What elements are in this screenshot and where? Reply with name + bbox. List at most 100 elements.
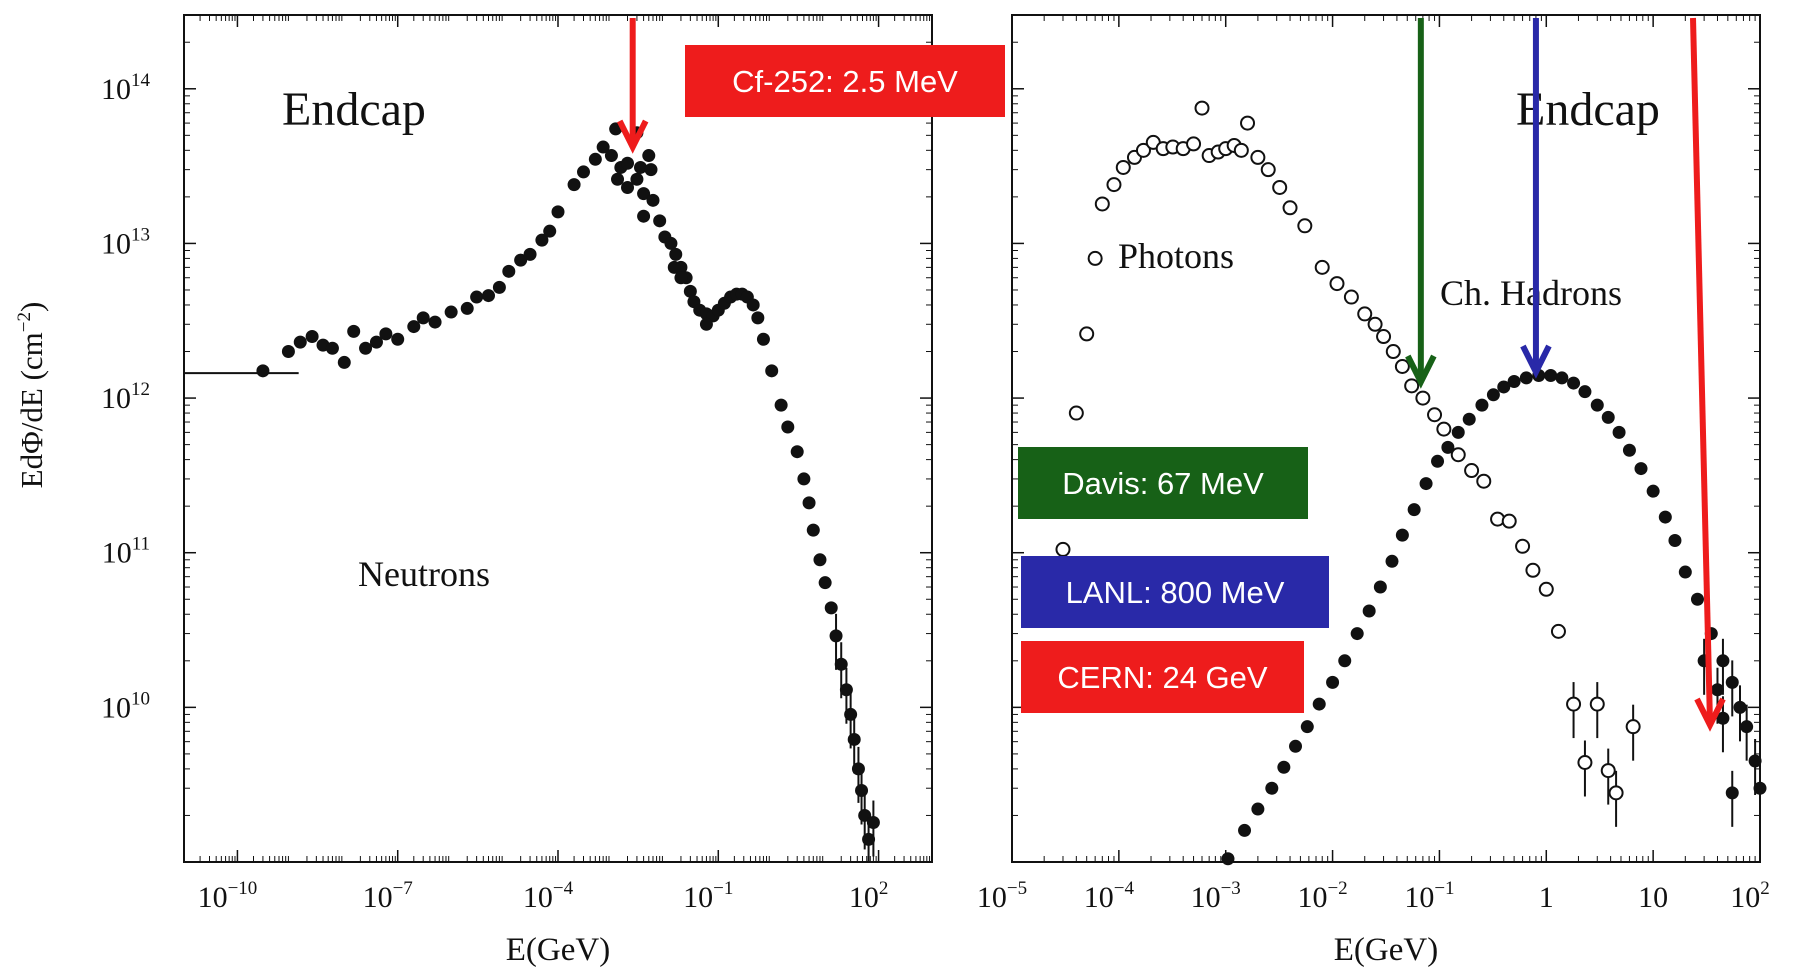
photon-data-point — [1089, 252, 1102, 265]
photon-data-point — [1552, 625, 1565, 638]
neutron-data-point — [830, 629, 843, 642]
beam-label-text: CERN: 24 GeV — [1057, 660, 1268, 695]
photon-data-point — [1117, 161, 1130, 174]
x-tick-label: 10−3 — [1191, 878, 1241, 914]
hadron-data-point — [1277, 761, 1290, 774]
photon-data-point — [1262, 163, 1275, 176]
x-tick-label: 10−2 — [1297, 878, 1347, 914]
hadron-data-point — [1754, 782, 1767, 795]
photon-data-point — [1503, 515, 1516, 528]
photon-data-point — [1540, 583, 1553, 596]
energy-arrow — [1693, 18, 1710, 723]
neutrons-label: Neutrons — [358, 554, 490, 594]
photon-data-point — [1405, 379, 1418, 392]
photon-data-point — [1316, 261, 1329, 274]
x-tick-label: 10−4 — [523, 878, 574, 914]
photon-data-point — [1610, 786, 1623, 799]
hadron-data-point — [1265, 782, 1278, 795]
photon-data-point — [1602, 764, 1615, 777]
neutron-data-point — [605, 149, 618, 162]
neutron-data-point — [825, 601, 838, 614]
y-axis-label: EdΦ/dE (cm−2) — [14, 302, 49, 489]
hadron-data-point — [1647, 485, 1660, 498]
photon-data-point — [1251, 151, 1264, 164]
photon-data-point — [1284, 201, 1297, 214]
hadron-data-point — [1544, 369, 1557, 382]
photons-label: Photons — [1118, 236, 1234, 276]
neutron-data-point — [429, 316, 442, 329]
hadron-data-point — [1749, 754, 1762, 767]
photon-data-point — [1516, 540, 1529, 553]
neutron-data-point — [379, 327, 392, 340]
neutron-data-point — [589, 153, 602, 166]
hadron-data-point — [1452, 426, 1465, 439]
hadron-data-point — [1238, 824, 1251, 837]
left-axis-ticks: 10−10 10−7 10−4 10−1 10210101011101210131014 — [101, 15, 932, 914]
photon-data-point — [1526, 564, 1539, 577]
hadron-data-point — [1711, 683, 1724, 696]
neutron-data-point — [338, 356, 351, 369]
neutron-data-point — [765, 364, 778, 377]
hadron-data-point — [1487, 388, 1500, 401]
neutron-data-point — [747, 298, 760, 311]
photon-hadron-spectrum-panel: 10−5 10−4 10−3 10−2 10−1 1 10 102 Endcap Photon… — [977, 15, 1770, 968]
neutron-data-point — [642, 149, 655, 162]
neutron-data-point — [791, 445, 804, 458]
hadron-data-point — [1520, 371, 1533, 384]
x-tick-label: 10 — [1638, 881, 1668, 914]
neutron-data-point — [282, 345, 295, 358]
neutron-data-point — [326, 342, 339, 355]
hadron-data-point — [1508, 375, 1521, 388]
left-plot-frame — [184, 15, 932, 862]
hadron-data-point — [1691, 593, 1704, 606]
neutron-data-point — [461, 302, 474, 315]
neutron-data-point — [848, 733, 861, 746]
x-tick-label: 10−1 — [683, 878, 733, 914]
photon-data-point — [1567, 698, 1580, 711]
left-panel-title: Endcap — [282, 83, 426, 136]
neutron-data-point — [757, 333, 770, 346]
neutron-spectrum-panel: 10−10 10−7 10−4 10−1 102 1010 1011 1012 1013 1014… — [101, 15, 1005, 968]
photon-data-point — [1387, 345, 1400, 358]
neutron-data-point — [306, 330, 319, 343]
photon-data-point — [1241, 117, 1254, 130]
photon-data-point — [1235, 144, 1248, 157]
photon-data-point — [1070, 407, 1083, 420]
hadron-data-point — [1363, 604, 1376, 617]
hadron-data-point — [1338, 654, 1351, 667]
hadron-data-point — [1740, 720, 1753, 733]
hadron-data-point — [1623, 444, 1636, 457]
neutron-data-point — [751, 311, 764, 324]
photon-data-point — [1273, 181, 1286, 194]
hadron-data-point — [1602, 411, 1615, 424]
photon-data-point — [1096, 197, 1109, 210]
neutron-data-point — [867, 816, 880, 829]
beam-label-text: LANL: 800 MeV — [1066, 575, 1285, 610]
photon-data-point — [1377, 330, 1390, 343]
hadron-data-point — [1221, 852, 1234, 865]
neutron-data-point — [803, 496, 816, 509]
hadrons-label: Ch. Hadrons — [1440, 273, 1622, 313]
neutron-data-point — [482, 289, 495, 302]
neutron-data-point — [807, 524, 820, 537]
hadron-data-point — [1301, 720, 1314, 733]
neutron-data-point — [621, 157, 634, 170]
neutron-data-point — [819, 576, 832, 589]
hadron-data-point — [1420, 477, 1433, 490]
neutron-data-point — [493, 281, 506, 294]
neutron-data-point — [700, 318, 713, 331]
hadron-data-point — [1578, 385, 1591, 398]
hadron-data-point — [1441, 441, 1454, 454]
hadron-data-point — [1734, 701, 1747, 714]
neutron-data-point — [552, 205, 565, 218]
photon-data-point — [1428, 408, 1441, 421]
photon-data-point — [1477, 475, 1490, 488]
hadron-data-point — [1313, 698, 1326, 711]
left-annotations: Cf-252: 2.5 MeV — [620, 18, 1005, 147]
neutron-data-point — [445, 306, 458, 319]
x-tick-label: 10−4 — [1084, 878, 1135, 914]
neutron-data-point — [852, 762, 865, 775]
neutron-data-point — [359, 342, 372, 355]
hadron-data-point — [1726, 676, 1739, 689]
neutron-data-point — [855, 784, 868, 797]
